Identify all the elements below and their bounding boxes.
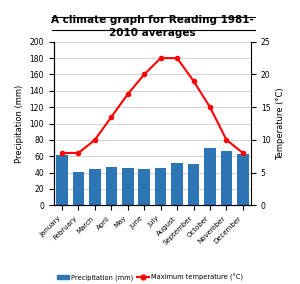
Bar	[155, 168, 167, 205]
Bar	[73, 172, 84, 205]
Bar	[89, 169, 100, 205]
Title: A climate graph for Reading 1981-
2010 averages: A climate graph for Reading 1981- 2010 a…	[51, 15, 254, 38]
Bar	[221, 151, 232, 205]
Bar	[56, 154, 68, 205]
Bar	[204, 148, 216, 205]
Y-axis label: Temperature (°C): Temperature (°C)	[276, 87, 285, 160]
Bar	[237, 154, 249, 205]
Y-axis label: Precipitation (mm): Precipitation (mm)	[15, 84, 24, 163]
Bar	[139, 169, 150, 205]
Legend: Precipitation (mm), Maximum temperature (°C): Precipitation (mm), Maximum temperature …	[55, 271, 245, 283]
Bar	[106, 167, 117, 205]
Bar	[188, 164, 199, 205]
Bar	[122, 168, 134, 205]
Bar	[171, 163, 183, 205]
